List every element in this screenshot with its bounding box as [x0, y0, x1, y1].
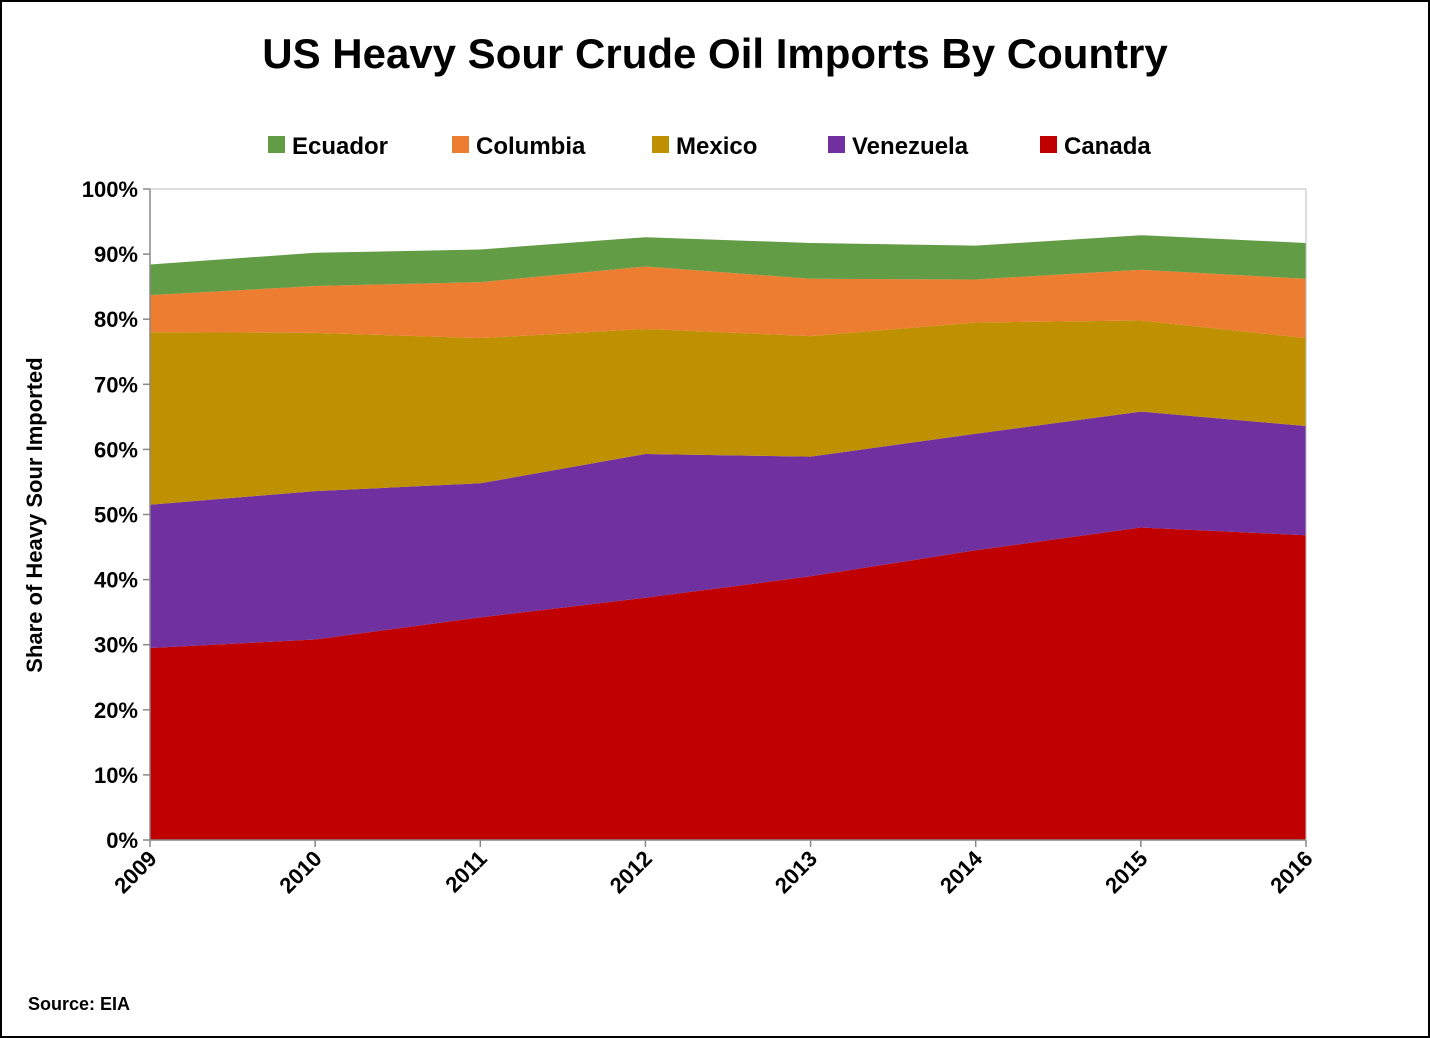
area-venezuela — [150, 411, 1306, 648]
area-columbia — [150, 266, 1306, 339]
area-canada — [150, 527, 1306, 840]
y-tick-label: 0% — [106, 828, 138, 853]
legend-item-venezuela: Venezuela — [828, 133, 969, 160]
y-tick-label: 80% — [94, 307, 138, 332]
x-tick-label: 2013 — [770, 846, 822, 898]
source-note: Source: EIA — [28, 994, 130, 1014]
x-tick-label: 2015 — [1100, 846, 1152, 898]
x-tick-label: 2009 — [109, 846, 161, 898]
x-tick-label: 2016 — [1265, 846, 1317, 898]
y-axis-ticks: 0% 10% 20% 30% 40% 50% 60% 70% 80% 90% 100% — [82, 177, 150, 853]
legend-swatch — [1040, 136, 1057, 153]
legend-label: Canada — [1064, 133, 1151, 160]
y-tick-label: 50% — [94, 503, 138, 528]
legend-item-mexico: Mexico — [652, 133, 757, 160]
y-tick-label: 60% — [94, 437, 138, 462]
y-tick-label: 10% — [94, 763, 138, 788]
y-tick-label: 70% — [94, 372, 138, 397]
y-tick-label: 100% — [82, 177, 138, 202]
legend-label: Mexico — [676, 133, 757, 160]
x-axis-ticks: 2009 2010 2011 2012 2013 2014 2015 2016 — [109, 840, 1318, 898]
area-ecuador — [150, 235, 1306, 296]
x-tick-label: 2014 — [935, 845, 988, 898]
legend-item-ecuador: Ecuador — [268, 133, 388, 160]
y-tick-label: 30% — [94, 633, 138, 658]
legend-swatch — [828, 136, 845, 153]
x-tick-label: 2010 — [274, 846, 326, 898]
y-tick-label: 40% — [94, 568, 138, 593]
legend-swatch — [452, 136, 469, 153]
area-series — [150, 235, 1306, 840]
area-mexico — [150, 320, 1306, 505]
chart-title: US Heavy Sour Crude Oil Imports By Count… — [262, 30, 1168, 77]
y-tick-label: 90% — [94, 242, 138, 267]
legend-label: Ecuador — [292, 133, 388, 160]
y-tick-label: 20% — [94, 698, 138, 723]
legend: Ecuador Columbia Mexico Venezuela Canada — [268, 133, 1151, 160]
legend-label: Columbia — [476, 133, 586, 160]
legend-item-columbia: Columbia — [452, 133, 586, 160]
x-tick-label: 2011 — [440, 846, 491, 897]
legend-item-canada: Canada — [1040, 133, 1151, 160]
legend-label: Venezuela — [852, 133, 969, 160]
legend-swatch — [652, 136, 669, 153]
y-axis-label: Share of Heavy Sour Imported — [22, 357, 47, 672]
x-tick-label: 2012 — [605, 846, 657, 898]
legend-swatch — [268, 136, 285, 153]
